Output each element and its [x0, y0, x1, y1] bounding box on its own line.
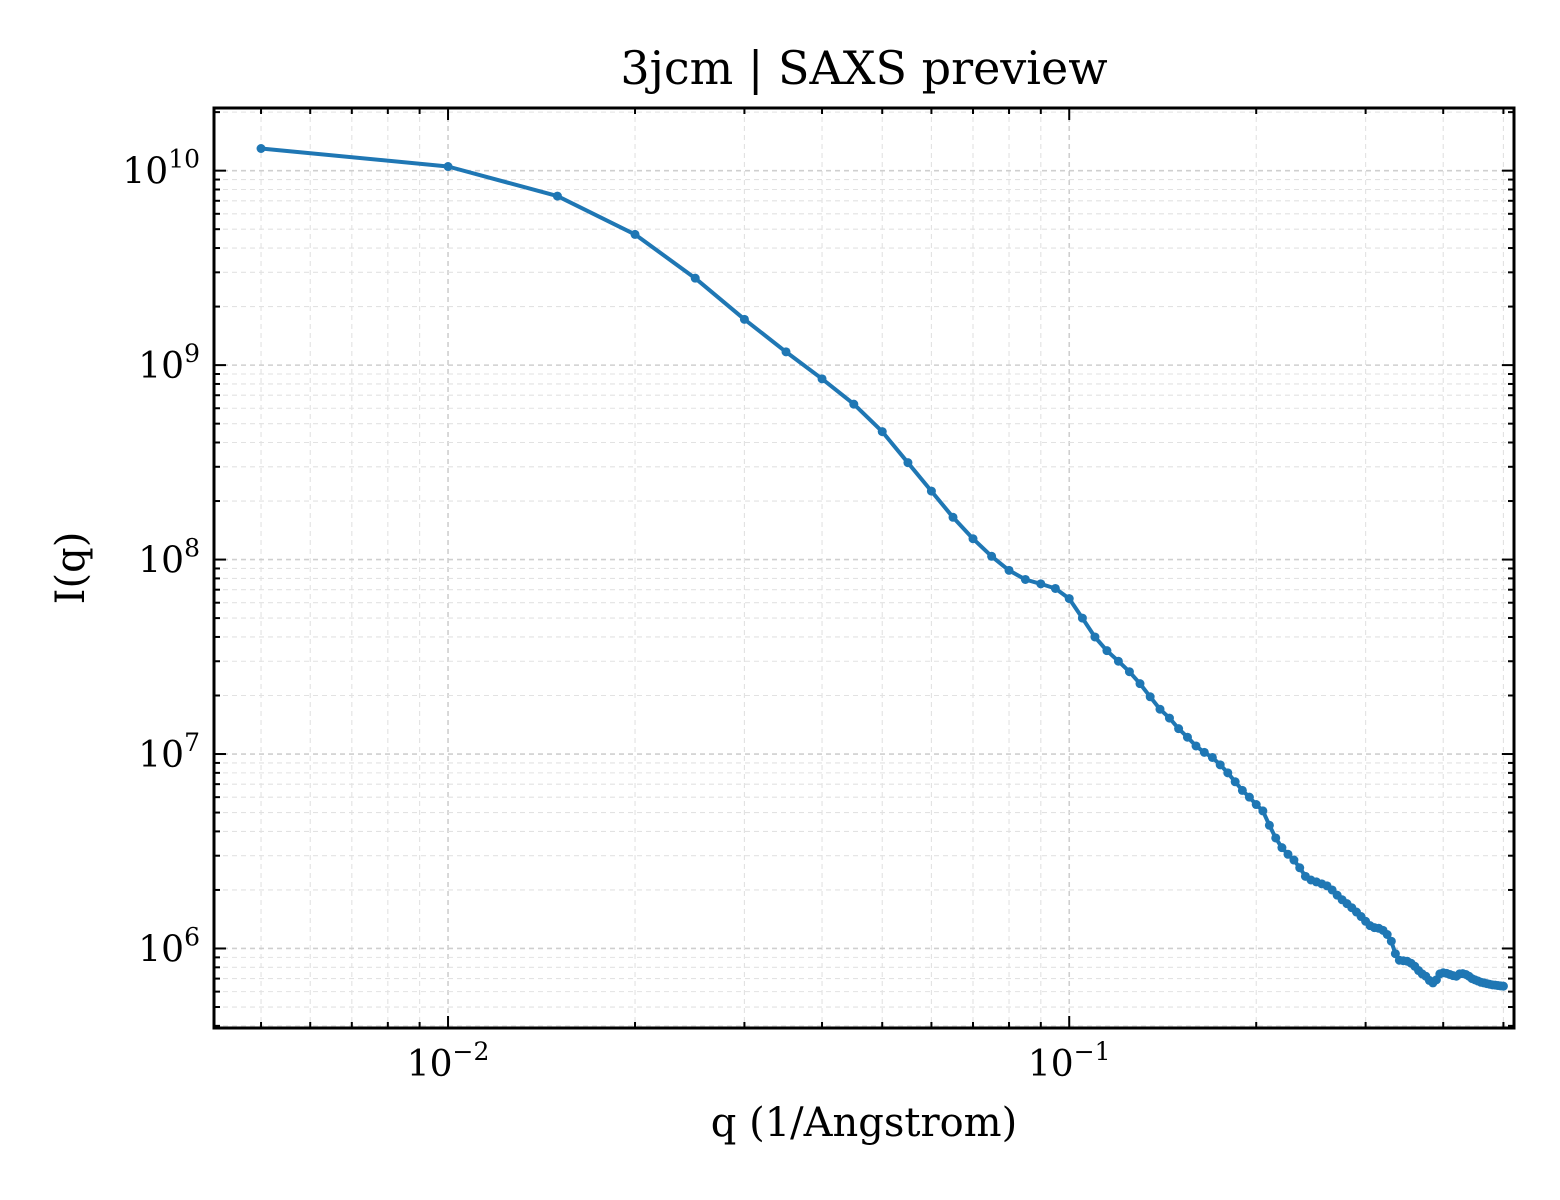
data-point — [987, 551, 997, 561]
data-point — [1199, 747, 1209, 757]
data-point — [1277, 843, 1287, 853]
data-point — [1244, 792, 1254, 802]
plot-frame — [212, 106, 1516, 1030]
data-point — [1064, 594, 1074, 604]
y-tick-label: 109 — [138, 339, 200, 387]
y-tick-label: 107 — [138, 728, 200, 776]
data-point — [256, 144, 266, 154]
y-tick-label: 106 — [138, 922, 200, 970]
data-point — [1390, 949, 1400, 959]
data-point — [1191, 741, 1201, 751]
data-point — [926, 486, 936, 496]
data-point — [1090, 632, 1100, 642]
chart-title: 3jcm | SAXS preview — [620, 41, 1107, 95]
data-point — [1004, 565, 1014, 575]
data-point — [781, 347, 791, 357]
data-point — [1230, 777, 1240, 787]
data-point — [1207, 752, 1217, 762]
data-point — [1020, 574, 1030, 584]
data-point — [1264, 820, 1274, 830]
y-axis-label: I(q) — [48, 532, 94, 605]
data-point — [1382, 930, 1392, 940]
data-point — [1223, 768, 1233, 778]
series-layer — [256, 144, 1508, 991]
data-point — [968, 534, 978, 544]
data-point — [1102, 646, 1112, 656]
data-point — [1145, 692, 1155, 702]
data-point — [877, 427, 887, 437]
data-point — [1124, 667, 1134, 677]
data-point — [849, 399, 859, 409]
data-point — [1050, 583, 1060, 593]
data-point — [1237, 785, 1247, 795]
data-point — [817, 374, 827, 384]
data-point — [1113, 656, 1123, 666]
x-tick-label: 10−1 — [1028, 1037, 1111, 1085]
data-point — [1283, 849, 1293, 859]
y-tick-label: 1010 — [122, 145, 200, 193]
data-point — [1077, 613, 1087, 623]
data-point — [1258, 806, 1268, 816]
x-tick-label: 10−2 — [407, 1037, 490, 1085]
data-point — [1289, 855, 1299, 865]
y-tick-label: 108 — [138, 534, 200, 582]
data-point — [1215, 760, 1225, 770]
data-point — [1155, 704, 1165, 714]
grid — [214, 108, 1514, 1028]
data-point — [948, 512, 958, 522]
data-point — [1182, 732, 1192, 742]
data-point — [1498, 981, 1508, 991]
data-point — [1386, 936, 1396, 946]
data-point — [1135, 679, 1145, 689]
data-point — [690, 273, 700, 283]
data-point — [1295, 863, 1305, 873]
data-point — [1036, 579, 1046, 589]
data-point — [1174, 724, 1184, 734]
data-point — [1164, 713, 1174, 723]
data-point — [1251, 800, 1261, 810]
data-point — [630, 229, 640, 239]
data-point — [739, 314, 749, 324]
data-point — [552, 191, 562, 201]
data-point — [443, 162, 453, 172]
data-point — [1271, 833, 1281, 843]
x-axis-label: q (1/Angstrom) — [711, 1100, 1017, 1146]
data-point — [903, 458, 913, 468]
